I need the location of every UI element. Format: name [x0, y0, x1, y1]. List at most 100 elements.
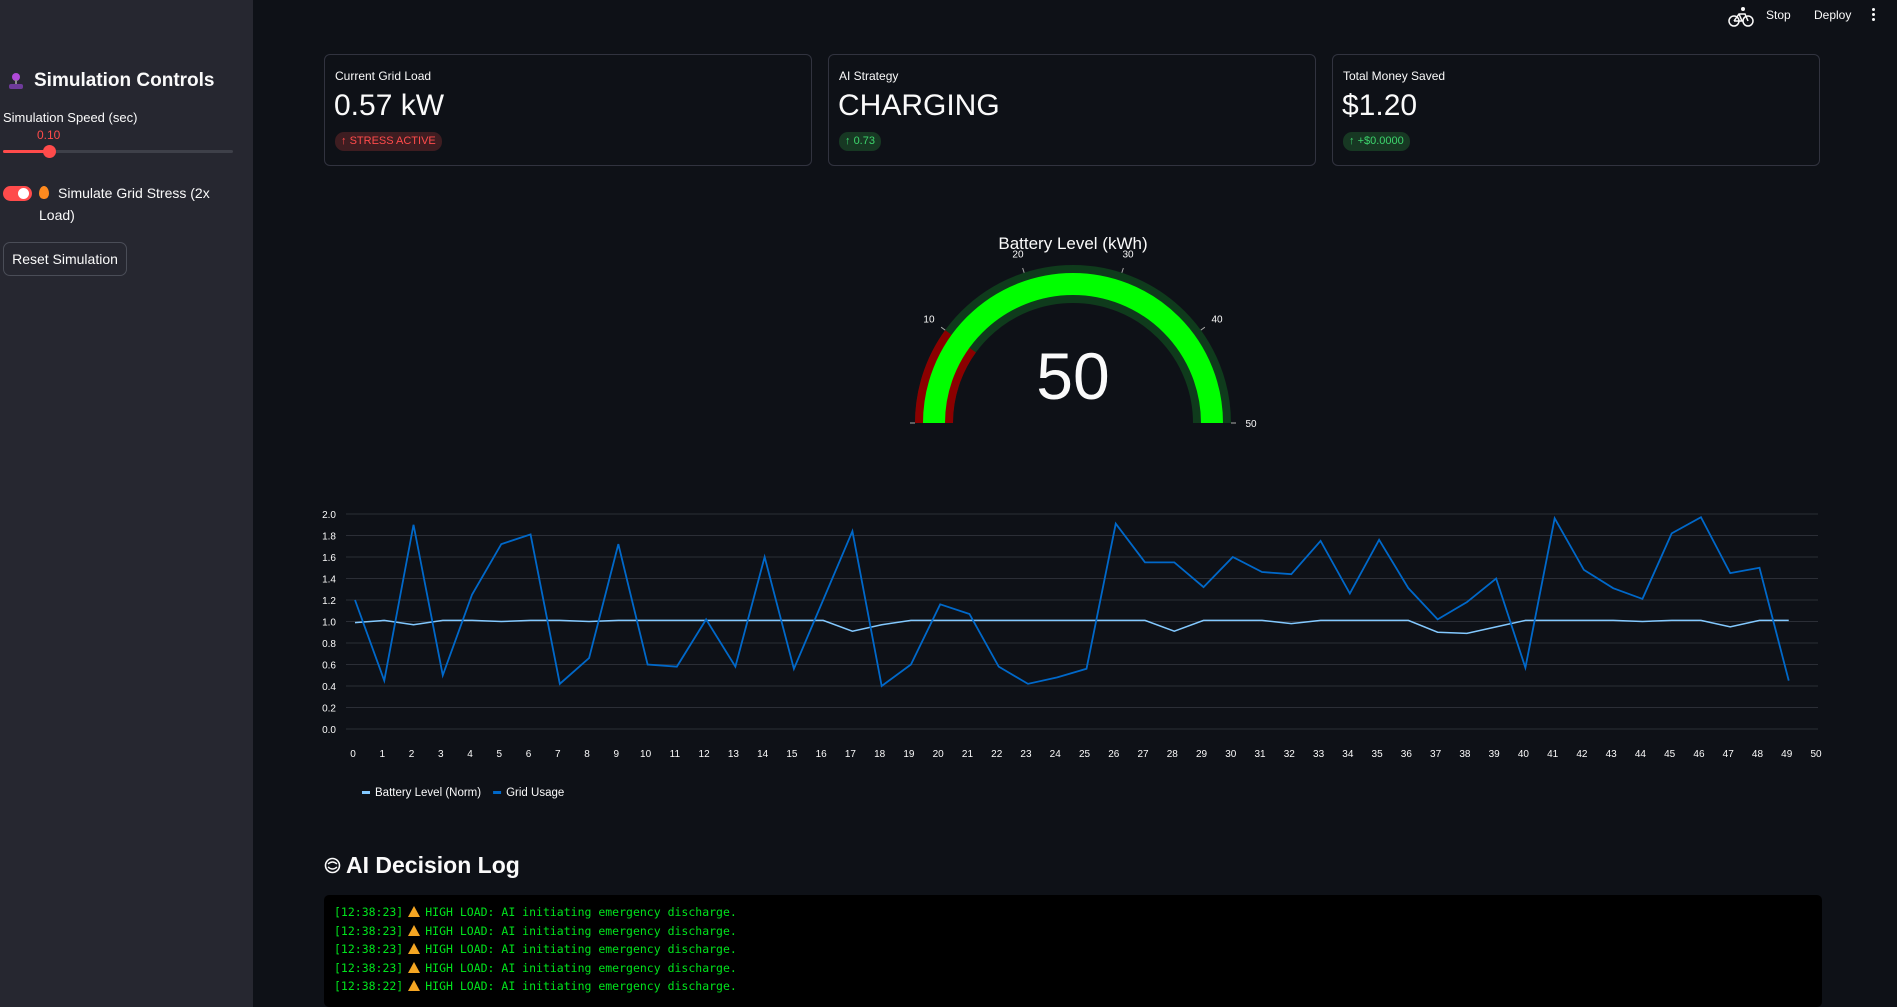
- gauge-tick-label: 30: [1122, 250, 1134, 261]
- x-tick-label: 15: [786, 749, 798, 760]
- log-timestamp: [12:38:23]: [334, 905, 404, 919]
- x-tick-label: 9: [614, 749, 620, 760]
- metric-value: $1.20: [1342, 89, 1418, 122]
- deploy-button[interactable]: Deploy: [1814, 8, 1852, 22]
- x-tick-label: 17: [845, 749, 857, 760]
- x-tick-label: 14: [757, 749, 769, 760]
- grid-stress-label-text: Simulate Grid Stress (2x Load): [39, 185, 210, 223]
- y-tick-label: 0.0: [322, 725, 336, 736]
- metric-label: Current Grid Load: [335, 69, 432, 83]
- gauge-value-bar: [923, 273, 1223, 424]
- x-tick-label: 50: [1810, 749, 1822, 760]
- x-tick-label: 49: [1781, 749, 1793, 760]
- metric-label: Total Money Saved: [1343, 69, 1446, 83]
- log-title: AI Decision Log: [324, 852, 520, 879]
- gauge-tick-label: 20: [1012, 250, 1024, 261]
- y-tick-label: 0.4: [322, 682, 336, 693]
- log-timestamp: [12:38:23]: [334, 960, 404, 975]
- gauge-tick-mark: [940, 326, 946, 331]
- y-tick-label: 0.2: [322, 704, 336, 715]
- x-tick-label: 43: [1606, 749, 1618, 760]
- log-message: HIGH LOAD: AI initiating emergency disch…: [425, 923, 737, 938]
- chart-gridlines: [346, 513, 1818, 730]
- joystick-icon: [9, 73, 23, 89]
- reset-simulation-button[interactable]: Reset Simulation: [3, 242, 127, 276]
- log-title-text: AI Decision Log: [346, 852, 520, 878]
- x-tick-label: 40: [1518, 749, 1530, 760]
- x-tick-label: 39: [1489, 749, 1501, 760]
- y-tick-label: 1.6: [322, 553, 336, 564]
- x-tick-label: 12: [699, 749, 711, 760]
- stop-button[interactable]: Stop: [1766, 8, 1791, 22]
- log-message: HIGH LOAD: AI initiating emergency disch…: [425, 960, 737, 975]
- arrow-up-icon: ↑: [845, 135, 851, 147]
- metric-card-ai-strategy: AI Strategy CHARGING ↑ 0.73: [828, 54, 1316, 166]
- x-tick-label: 38: [1459, 749, 1471, 760]
- warning-icon: [408, 906, 421, 917]
- x-tick-label: 2: [409, 749, 415, 760]
- x-tick-label: 0: [350, 749, 356, 760]
- legend-swatch: [493, 791, 502, 794]
- grid-stress-label: Simulate Grid Stress (2x Load): [39, 182, 219, 226]
- metric-delta-text: +$0.0000: [1357, 135, 1404, 147]
- log-line: [12:38:22] HIGH LOAD: AI initiating emerg…: [334, 977, 737, 996]
- x-tick-label: 3: [438, 749, 444, 760]
- log-line: [12:38:23] HIGH LOAD: AI initiating emerg…: [334, 903, 737, 922]
- x-tick-label: 33: [1313, 749, 1325, 760]
- fire-icon: [39, 186, 49, 199]
- x-tick-label: 36: [1401, 749, 1413, 760]
- log-timestamp: [12:38:22]: [334, 979, 404, 993]
- vertical-ellipsis-icon[interactable]: [1872, 8, 1876, 22]
- metric-delta-badge: ↑ STRESS ACTIVE: [335, 132, 442, 151]
- metric-label: AI Strategy: [839, 69, 899, 83]
- grid-stress-toggle-knob: [18, 188, 29, 199]
- metric-card-money-saved: Total Money Saved $1.20 ↑ +$0.0000: [1332, 54, 1820, 166]
- gauge-tick-mark: [1200, 326, 1206, 331]
- x-tick-label: 10: [640, 749, 652, 760]
- series-line-grid-usage: [354, 515, 1790, 688]
- x-tick-label: 42: [1576, 749, 1588, 760]
- log-message: HIGH LOAD: AI initiating emergency disch…: [425, 942, 737, 956]
- x-tick-label: 30: [1225, 749, 1237, 760]
- x-tick-label: 32: [1284, 749, 1296, 760]
- brain-icon: [324, 857, 341, 874]
- x-tick-label: 20: [933, 749, 945, 760]
- sidebar: Simulation Controls Simulation Speed (se…: [0, 0, 253, 1007]
- battery-gauge: Battery Level (kWh) 01020304050 50: [898, 234, 1257, 430]
- warning-icon: [408, 924, 421, 936]
- x-tick-label: 19: [903, 749, 915, 760]
- log-message: HIGH LOAD: AI initiating emergency disch…: [425, 905, 737, 919]
- y-tick-label: 1.4: [322, 575, 336, 586]
- speed-slider-fill: [3, 150, 49, 153]
- x-tick-label: 45: [1664, 749, 1676, 760]
- y-tick-label: 0.6: [322, 661, 336, 672]
- speed-slider[interactable]: [3, 145, 233, 158]
- gauge-value: 50: [1036, 339, 1109, 413]
- arrow-up-icon: ↑: [1349, 135, 1355, 147]
- log-lines: [12:38:23] HIGH LOAD: AI initiating emerg…: [334, 903, 737, 996]
- gauge-tick-mark: [1022, 267, 1025, 273]
- x-tick-label: 5: [497, 749, 503, 760]
- x-tick-label: 21: [962, 749, 974, 760]
- x-tick-label: 13: [728, 749, 740, 760]
- x-tick-label: 48: [1752, 749, 1764, 760]
- x-tick-label: 44: [1635, 749, 1647, 760]
- gauge-tick-label: 10: [923, 314, 935, 325]
- battery-grid-line-chart: 2.01.81.61.41.21.00.80.60.40.20.00 1 2 3 4 5 6…: [322, 510, 1822, 799]
- x-tick-label: 28: [1167, 749, 1179, 760]
- y-tick-label: 1.8: [322, 532, 336, 543]
- legend-label: Battery Level (Norm): [375, 787, 481, 799]
- speed-slider-thumb[interactable]: [43, 145, 56, 158]
- x-tick-label: 26: [1108, 749, 1120, 760]
- grid-stress-toggle[interactable]: [3, 186, 32, 201]
- gauge-tick-label: 50: [1245, 419, 1257, 430]
- gauge-title: Battery Level (kWh): [998, 234, 1147, 253]
- log-console: [12:38:23] HIGH LOAD: AI initiating emerg…: [324, 895, 1822, 1007]
- log-timestamp: [12:38:23]: [334, 923, 404, 938]
- sidebar-title-text: Simulation Controls: [34, 70, 215, 91]
- x-tick-label: 35: [1372, 749, 1384, 760]
- x-tick-label: 25: [1079, 749, 1091, 760]
- gauge-tick-label: 40: [1211, 314, 1223, 325]
- x-tick-label: 29: [1196, 749, 1208, 760]
- x-tick-label: 34: [1342, 749, 1354, 760]
